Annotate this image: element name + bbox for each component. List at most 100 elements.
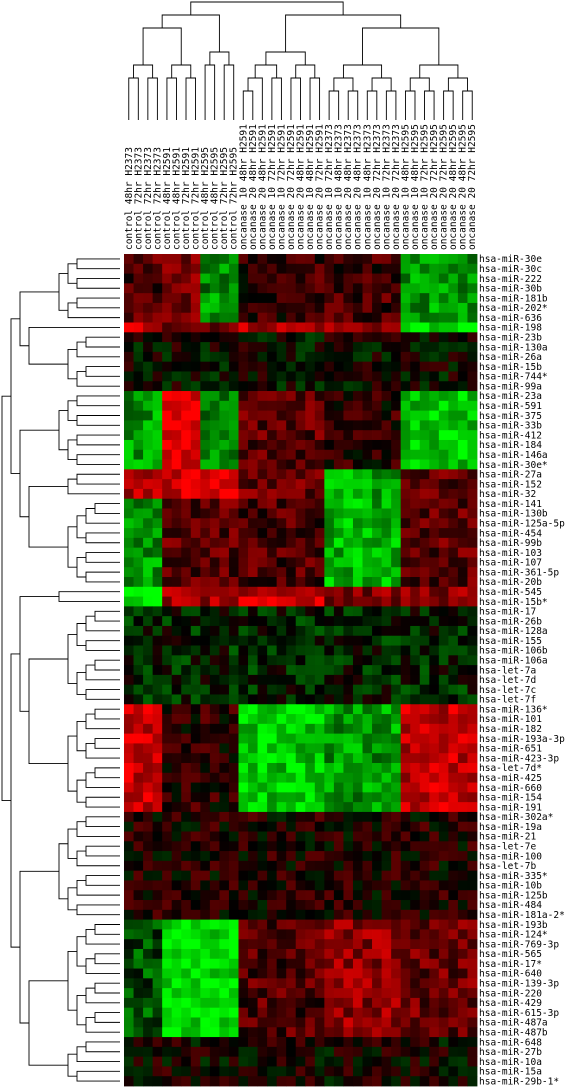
heatmap-cell bbox=[362, 948, 373, 960]
heatmap-cell bbox=[152, 302, 163, 314]
heatmap-cell bbox=[209, 381, 220, 392]
heatmap-cell bbox=[219, 988, 230, 999]
heatmap-cell bbox=[400, 430, 411, 441]
heatmap-cell bbox=[305, 1037, 316, 1048]
heatmap-cell bbox=[333, 714, 344, 725]
heatmap-cell bbox=[400, 831, 411, 842]
heatmap-cell bbox=[343, 900, 354, 911]
heatmap-cell bbox=[238, 968, 249, 979]
heatmap-cell bbox=[257, 988, 268, 999]
heatmap-cell bbox=[372, 831, 382, 842]
heatmap-cell bbox=[333, 577, 344, 588]
heatmap-cell bbox=[343, 841, 354, 852]
heatmap-cell bbox=[381, 1076, 392, 1087]
heatmap-cell bbox=[190, 860, 201, 872]
heatmap-cell bbox=[257, 625, 268, 637]
heatmap-cell bbox=[286, 802, 297, 813]
heatmap-cell bbox=[295, 557, 306, 568]
heatmap-cell bbox=[362, 694, 373, 705]
heatmap-cell bbox=[238, 782, 249, 793]
heatmap-cell bbox=[467, 997, 478, 1009]
heatmap-cell bbox=[219, 723, 230, 735]
heatmap-cell bbox=[305, 439, 316, 451]
heatmap-cell bbox=[171, 459, 182, 470]
heatmap-cell bbox=[171, 860, 182, 872]
heatmap-cell bbox=[286, 283, 297, 294]
heatmap-cell bbox=[181, 762, 192, 774]
heatmap-cell bbox=[419, 488, 430, 500]
heatmap-cell bbox=[457, 1017, 468, 1028]
heatmap-cell bbox=[448, 371, 459, 382]
column-label: oncanase 10 48hr H2595 bbox=[400, 124, 411, 250]
heatmap-cell bbox=[305, 273, 316, 284]
heatmap-cell bbox=[286, 635, 297, 646]
heatmap-cell bbox=[352, 479, 363, 490]
heatmap-cell bbox=[124, 968, 134, 979]
heatmap-cell bbox=[219, 665, 230, 676]
heatmap-cell bbox=[200, 351, 211, 363]
heatmap-cell bbox=[276, 655, 287, 666]
heatmap-cell bbox=[467, 1076, 478, 1087]
heatmap-cell bbox=[419, 410, 430, 421]
heatmap-cell bbox=[257, 342, 268, 353]
heatmap-cell bbox=[190, 283, 201, 294]
heatmap-cell bbox=[419, 254, 430, 265]
heatmap-cell bbox=[162, 968, 173, 979]
heatmap-cell bbox=[419, 381, 430, 392]
heatmap-cell bbox=[143, 645, 154, 656]
heatmap-cell bbox=[181, 1007, 192, 1018]
heatmap-cell bbox=[200, 537, 211, 549]
heatmap-cell bbox=[324, 743, 335, 754]
heatmap-cell bbox=[333, 342, 344, 353]
dendrogram-branch bbox=[76, 623, 86, 646]
heatmap-cell bbox=[400, 1046, 411, 1058]
heatmap-cell bbox=[295, 459, 306, 470]
heatmap-cell bbox=[438, 273, 449, 284]
dendrogram-branch bbox=[85, 987, 120, 1004]
heatmap-cell bbox=[200, 302, 211, 314]
heatmap-cell bbox=[372, 1027, 382, 1038]
heatmap-cell bbox=[410, 714, 421, 725]
row-label: hsa-miR-130b bbox=[479, 509, 548, 520]
heatmap-cell bbox=[391, 743, 402, 754]
heatmap-cell bbox=[381, 371, 392, 382]
heatmap-cell bbox=[209, 674, 220, 686]
row-label: hsa-miR-181b bbox=[479, 293, 548, 304]
heatmap-cell bbox=[143, 410, 154, 421]
heatmap-cell bbox=[219, 293, 230, 304]
heatmap-cell bbox=[276, 596, 287, 607]
heatmap-cell bbox=[152, 420, 163, 431]
heatmap-cell bbox=[372, 821, 382, 832]
heatmap-cell bbox=[324, 665, 335, 676]
heatmap-cell bbox=[448, 459, 459, 470]
heatmap-cell bbox=[457, 420, 468, 431]
heatmap-cell bbox=[372, 890, 382, 901]
heatmap-cell bbox=[143, 254, 154, 265]
heatmap-cell bbox=[228, 939, 239, 950]
heatmap-cell bbox=[228, 518, 239, 529]
heatmap-cell bbox=[238, 714, 249, 725]
heatmap-cell bbox=[152, 1007, 163, 1018]
heatmap-cell bbox=[267, 616, 278, 627]
dendrogram-branch bbox=[76, 1070, 120, 1082]
heatmap-cell bbox=[238, 381, 249, 392]
heatmap-cell bbox=[372, 488, 382, 500]
heatmap-cell bbox=[171, 958, 182, 969]
heatmap-cell bbox=[429, 900, 440, 911]
heatmap-cell bbox=[295, 596, 306, 607]
heatmap-cell bbox=[152, 488, 163, 500]
heatmap-cell bbox=[257, 782, 268, 793]
heatmap-cell bbox=[400, 439, 411, 451]
heatmap-cell bbox=[352, 508, 363, 519]
heatmap-cell bbox=[314, 557, 325, 568]
heatmap-cell bbox=[228, 900, 239, 911]
heatmap-cell bbox=[343, 488, 354, 500]
heatmap-cell bbox=[181, 498, 192, 509]
heatmap-cell bbox=[305, 694, 316, 705]
dendrogram-branch bbox=[67, 634, 77, 684]
heatmap-cell bbox=[200, 1046, 211, 1058]
heatmap-cell bbox=[124, 948, 134, 960]
heatmap-cell bbox=[181, 802, 192, 813]
heatmap-cell bbox=[391, 254, 402, 265]
heatmap-cell bbox=[381, 488, 392, 500]
